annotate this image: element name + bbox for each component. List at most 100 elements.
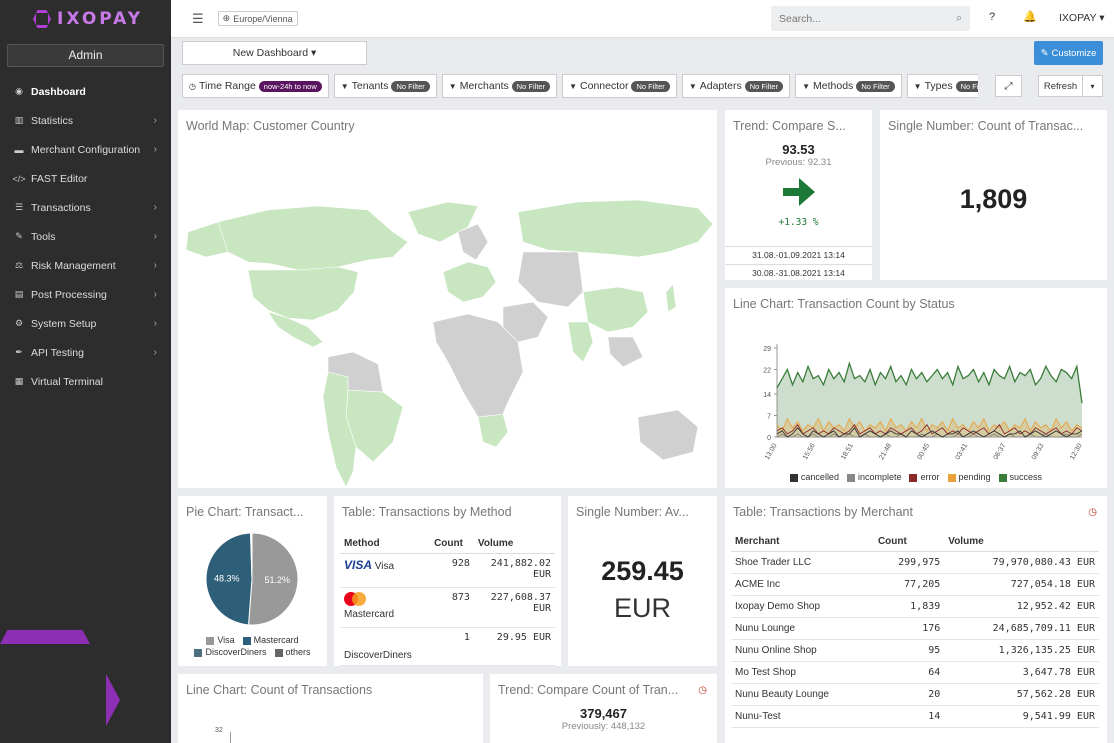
sidebar-item-post-processing[interactable]: ▤ Post Processing ›: [0, 280, 171, 309]
sidebar: IXOPAY Admin ◉ Dashboard ▥ Statistics › ▬ Merc…: [0, 0, 171, 743]
bell-icon[interactable]: 🔔: [1023, 11, 1037, 23]
filter-icon: ▼: [569, 81, 578, 91]
filter-label: Types: [924, 80, 953, 92]
table-row[interactable]: Nunu-Test 14 9,541.99 EUR: [731, 705, 1099, 728]
china: [582, 286, 649, 333]
legend-item[interactable]: Mastercard: [242, 635, 299, 645]
table-row[interactable]: Ixopay Demo Shop 1,839 12,952.42 EUR: [731, 595, 1099, 618]
sidebar-item-transactions[interactable]: ☰ Transactions ›: [0, 193, 171, 222]
chevron-right-icon: ›: [153, 318, 157, 329]
pie-chart[interactable]: 51.2% 48.3%: [178, 532, 327, 632]
series-line-success[interactable]: [776, 361, 1083, 404]
sidebar-item-api-testing[interactable]: ✒ API Testing ›: [0, 338, 171, 367]
series-line-cancelled[interactable]: [776, 427, 1083, 438]
table-row[interactable]: VISA Visa 928 241,882.02 EUR: [340, 553, 555, 588]
filter-connector[interactable]: ▼ Connector No Filter: [562, 74, 677, 98]
middle-east: [502, 301, 549, 343]
help-icon[interactable]: ?: [989, 11, 996, 23]
user-menu[interactable]: IXOPAY ▾: [1059, 12, 1105, 24]
sidebar-item-merchant-configuration[interactable]: ▬ Merchant Configuration ›: [0, 135, 171, 164]
legend-item[interactable]: others: [274, 647, 311, 657]
merchant-table: Merchant Count Volume Shoe Trader LLC 299…: [731, 532, 1099, 728]
timezone-badge[interactable]: ⊕ Europe/Vienna: [217, 11, 298, 26]
database-icon: ▤: [14, 289, 24, 299]
filter-label: Tenants: [351, 80, 389, 92]
sidebar-item-fast-editor[interactable]: </> FAST Editor: [0, 164, 171, 193]
table-row[interactable]: Nunu Online Shop 95 1,326,135.25 EUR: [731, 639, 1099, 662]
expand-icon[interactable]: ⤢: [995, 75, 1022, 97]
table-row[interactable]: Mastercard 873 227,608.37 EUR: [340, 587, 555, 628]
filter-tenants[interactable]: ▼ Tenants No Filter: [333, 74, 437, 98]
table-row[interactable]: ACME Inc 77,205 727,054.18 EUR: [731, 573, 1099, 596]
sidebar-item-system-setup[interactable]: ⚙ System Setup ›: [0, 309, 171, 338]
pie-slice-mastercard[interactable]: [205, 532, 253, 626]
method-name: Visa: [374, 561, 395, 572]
filter-merchants[interactable]: ▼ Merchants No Filter: [441, 74, 558, 98]
search-input[interactable]: Search... ⌕: [771, 6, 970, 31]
legend-item[interactable]: pending: [947, 472, 991, 482]
legend-item[interactable]: success: [998, 472, 1042, 482]
legend-swatch: [274, 648, 283, 657]
sidebar-item-risk-management[interactable]: ⚖ Risk Management ›: [0, 251, 171, 280]
merchant-table-panel: Table: Transactions by Merchant ◷ Mercha…: [725, 496, 1107, 743]
legend-item[interactable]: incomplete: [846, 472, 901, 482]
decorative-hexagon-icon: [0, 630, 120, 743]
sidebar-item-tools[interactable]: ✎ Tools ›: [0, 222, 171, 251]
series-line-incomplete[interactable]: [776, 433, 1083, 438]
role-selector[interactable]: Admin: [7, 44, 164, 67]
table-row[interactable]: Mo Test Shop 64 3,647.78 EUR: [731, 661, 1099, 684]
method-volume-currency: EUR: [532, 569, 551, 580]
column-header[interactable]: Method: [340, 534, 431, 554]
table-row[interactable]: Nunu Beauty Lounge 20 57,562.28 EUR: [731, 683, 1099, 706]
legend-item[interactable]: DiscoverDiners: [194, 647, 267, 657]
warning-clock-icon[interactable]: ◷: [1088, 507, 1097, 518]
filter-label: Time Range: [198, 80, 256, 92]
table-row[interactable]: Nunu Lounge 176 24,685,709.11 EUR: [731, 617, 1099, 640]
legend-item[interactable]: error: [909, 472, 940, 482]
filter-methods[interactable]: ▼ Methods No Filter: [795, 74, 902, 98]
dashboard-selector[interactable]: New Dashboard ▾: [182, 41, 367, 65]
legend-item[interactable]: cancelled: [789, 472, 839, 482]
menu-toggle-icon[interactable]: ☰: [192, 10, 204, 26]
table-row[interactable]: Shoe Trader LLC 299,975 79,970,080.43 EUR: [731, 551, 1099, 574]
panel-title: Pie Chart: Transact...: [186, 505, 304, 519]
refresh-dropdown-icon[interactable]: ▾: [1083, 75, 1103, 97]
y-axis: [230, 732, 231, 743]
pie-slice-others[interactable]: [250, 532, 253, 580]
merchant-volume: 9,541.99 EUR: [944, 705, 1099, 728]
customize-button[interactable]: ✎ Customize: [1034, 41, 1103, 65]
method-name: Mastercard: [344, 609, 395, 620]
column-header[interactable]: Count: [430, 534, 474, 554]
filter-badge: No Filter: [744, 80, 784, 92]
legend-swatch: [947, 473, 956, 482]
logo[interactable]: IXOPAY: [0, 0, 171, 38]
pie-chart-panel: Pie Chart: Transact... 51.2% 48.3% Visa Ma…: [178, 496, 327, 666]
pie-slice-visa[interactable]: [247, 532, 299, 626]
filter-icon: ▼: [448, 81, 457, 91]
status-line-chart[interactable]: 0 7 14 22 29 13:00 15:56 18:51 21:48 00:45 03:41 06…: [725, 334, 1107, 474]
method-volume-currency: EUR: [532, 632, 551, 643]
world-map[interactable]: [178, 142, 717, 488]
filter-label: Adapters: [699, 80, 742, 92]
column-header[interactable]: Count: [873, 532, 945, 552]
single-number-value: 259.45: [601, 556, 684, 586]
series-line-pending[interactable]: [776, 417, 1083, 432]
dashboard-name: New Dashboard: [232, 47, 309, 59]
sidebar-item-virtual-terminal[interactable]: ▦ Virtual Terminal: [0, 367, 171, 396]
merchant-volume: 1,326,135.25 EUR: [944, 639, 1099, 662]
column-header[interactable]: Volume: [473, 534, 555, 554]
warning-clock-icon[interactable]: ◷: [698, 685, 707, 696]
filter-adapters[interactable]: ▼ Adapters No Filter: [681, 74, 791, 98]
column-header[interactable]: Volume: [944, 532, 1099, 552]
filter-time-range[interactable]: ◷ Time Range now-24h to now: [182, 74, 329, 98]
trend-value: 379,467: [580, 706, 627, 721]
refresh-button[interactable]: Refresh: [1038, 75, 1083, 97]
table-row[interactable]: DiscoverDiners 1 29.95 EUR: [340, 627, 555, 666]
column-header[interactable]: Merchant: [731, 532, 874, 552]
legend-item[interactable]: Visa: [206, 635, 235, 645]
chevron-right-icon: ›: [153, 260, 157, 271]
sidebar-item-statistics[interactable]: ▥ Statistics ›: [0, 106, 171, 135]
sidebar-item-dashboard[interactable]: ◉ Dashboard: [0, 77, 171, 106]
filter-label: Merchants: [459, 80, 509, 92]
